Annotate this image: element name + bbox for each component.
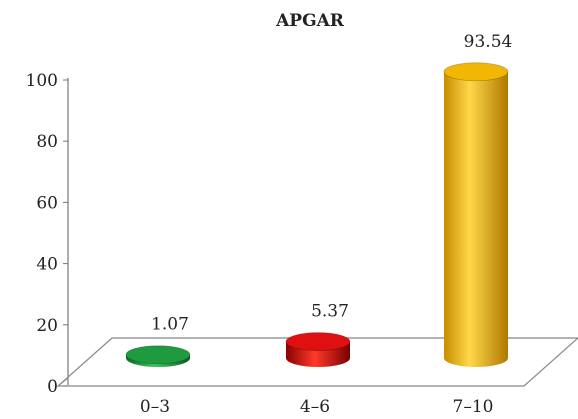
bar-top — [125, 345, 191, 365]
data-label: 5.37 — [311, 302, 349, 322]
bar-top — [443, 62, 509, 82]
data-label: 93.54 — [464, 32, 513, 52]
y-ticks: 0 20 40 60 80 100 — [26, 71, 68, 397]
category-label: 7–10 — [453, 397, 494, 417]
floor-depth-left — [57, 377, 69, 387]
y-tick-label: 0 — [47, 377, 58, 397]
category-label: 0–3 — [140, 397, 170, 417]
bars — [125, 62, 509, 367]
bar-7–10 — [443, 62, 509, 367]
y-tick-label: 40 — [36, 255, 58, 275]
y-tick-label: 20 — [36, 316, 58, 336]
category-labels: 0–3 4–6 7–10 — [140, 397, 494, 417]
y-tick-label: 80 — [36, 132, 58, 152]
category-label: 4–6 — [300, 397, 330, 417]
bar-top — [285, 332, 351, 351]
y-tick-label: 100 — [26, 71, 58, 91]
data-label: 1.07 — [151, 315, 189, 335]
y-tick-label: 60 — [36, 193, 58, 213]
data-labels: 1.07 5.37 93.54 — [151, 32, 512, 335]
bar-4–6 — [285, 332, 351, 367]
floor-plane — [56, 337, 578, 387]
chart-title: APGAR — [275, 11, 345, 31]
bar-body — [444, 71, 508, 367]
bar-0–3 — [125, 345, 191, 367]
